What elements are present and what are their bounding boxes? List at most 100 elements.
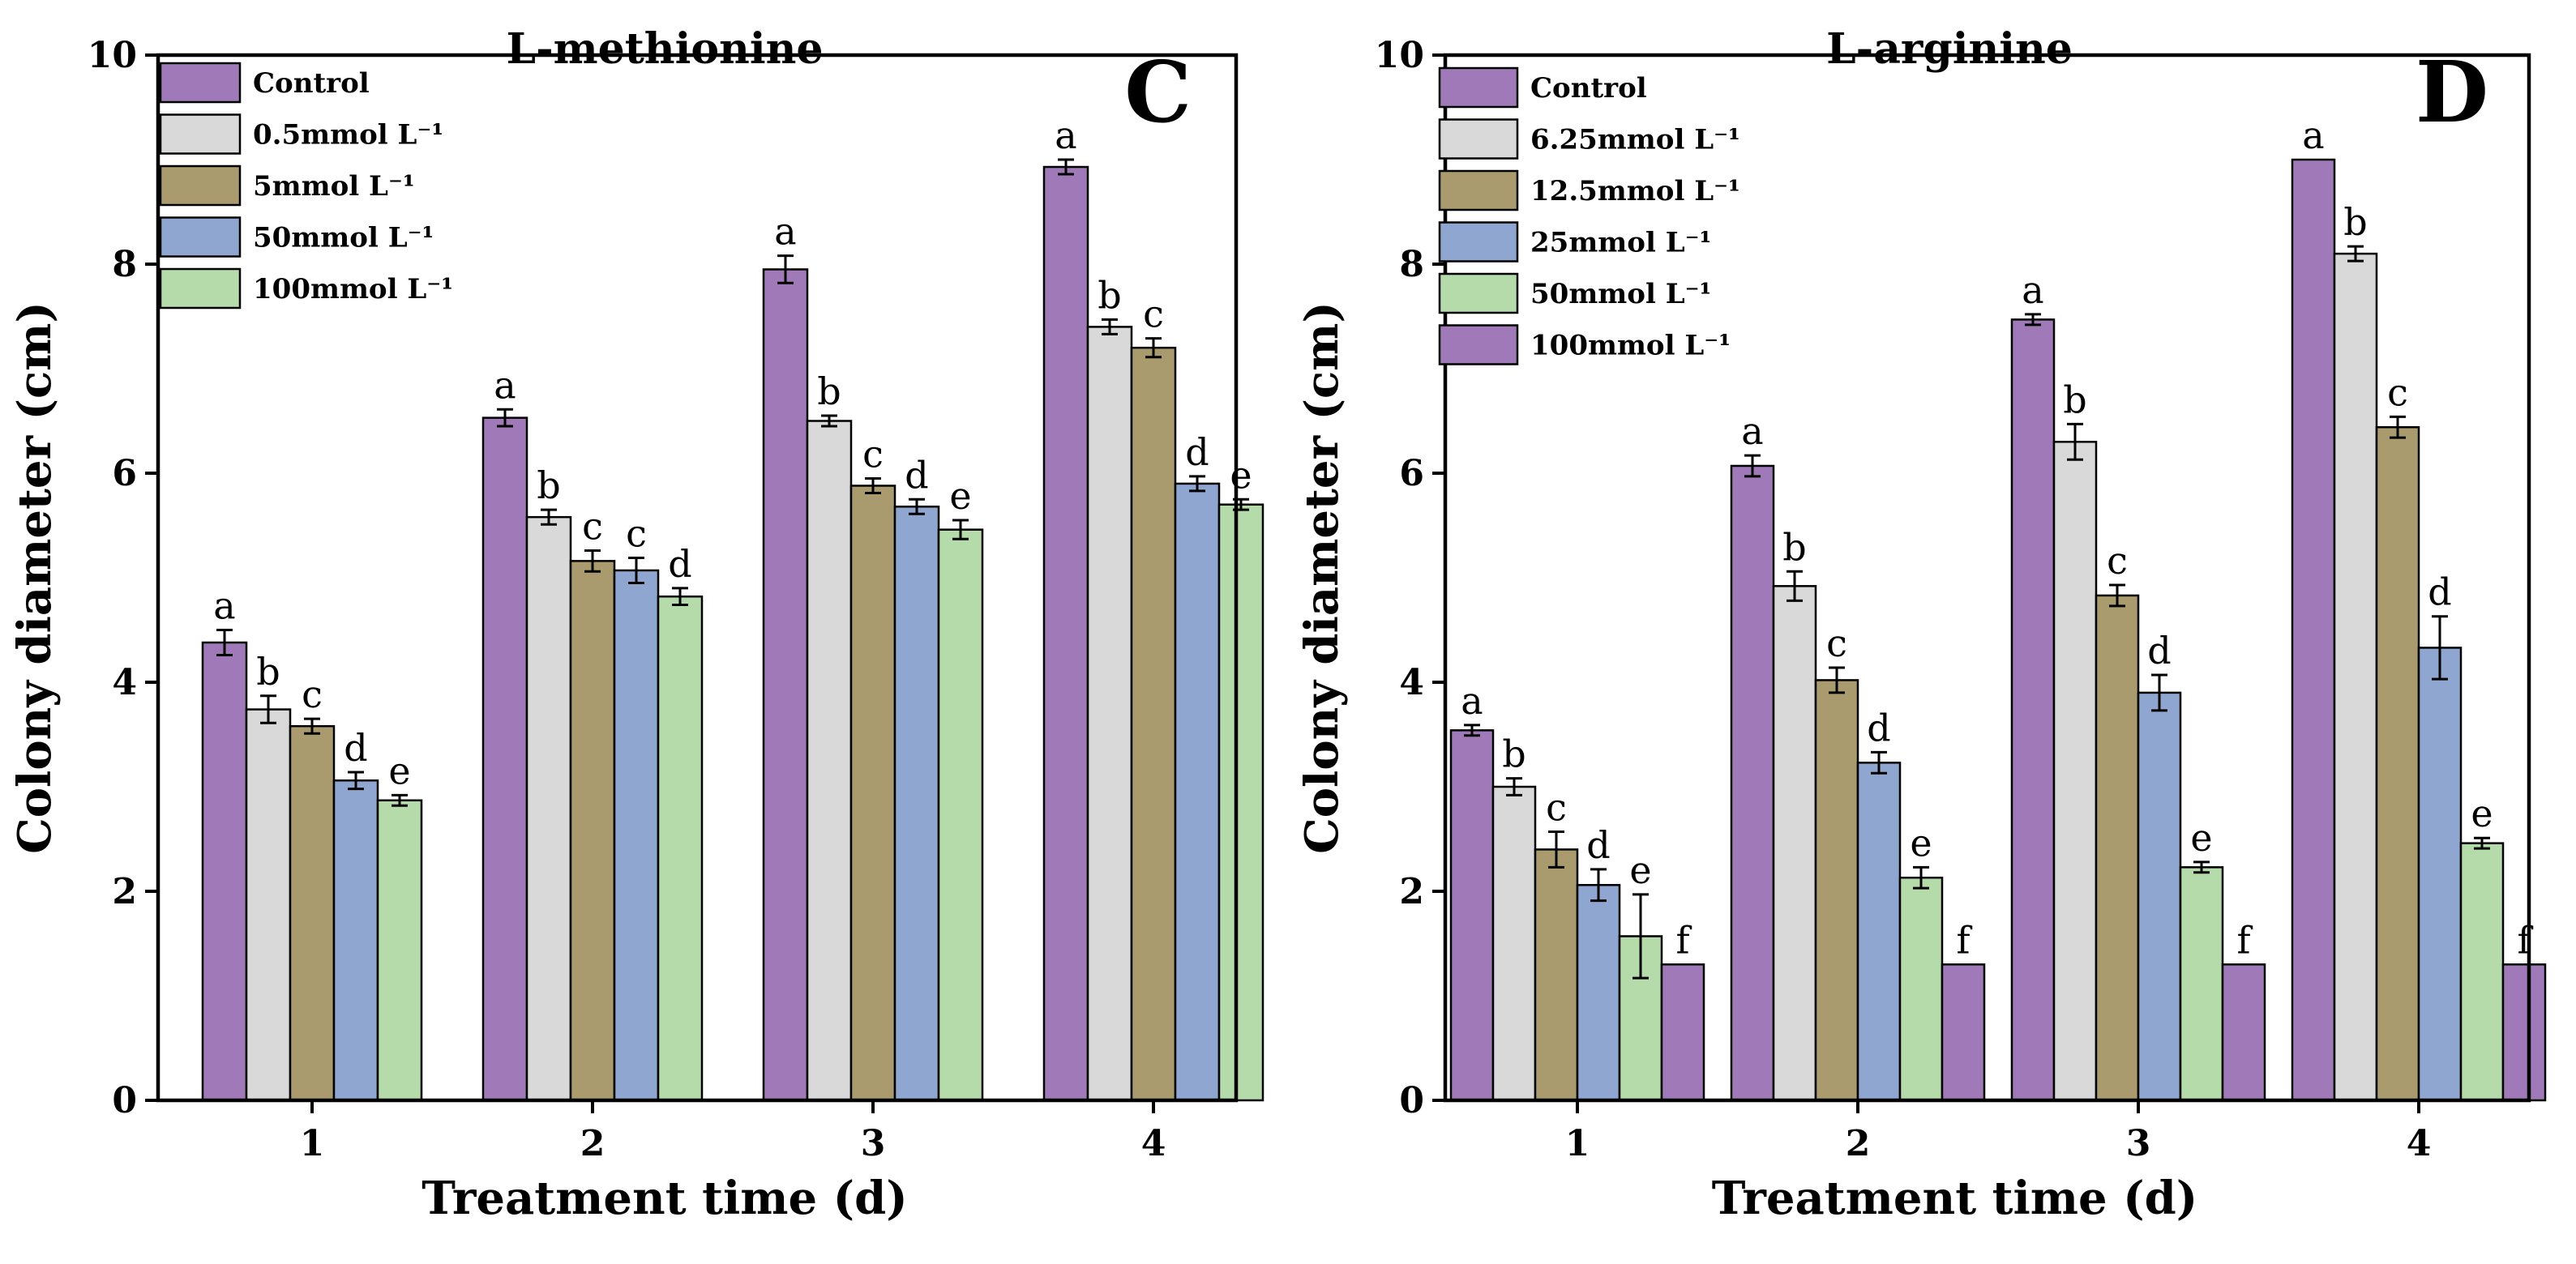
legend-swatch	[159, 267, 242, 310]
bar	[2179, 866, 2224, 1102]
legend-label: 12.5mmol L⁻¹	[1530, 175, 1740, 207]
y-tick-label: 0	[112, 1080, 137, 1121]
bar	[1086, 326, 1133, 1102]
legend-label: 25mmol L⁻¹	[1530, 227, 1711, 259]
bar	[2333, 252, 2378, 1102]
significance-label: d	[1185, 430, 1209, 474]
significance-label: d	[668, 542, 691, 586]
x-tick-label: 2	[580, 1123, 605, 1164]
legend-label: 6.25mmol L⁻¹	[1530, 124, 1740, 156]
legend-swatch	[159, 164, 242, 207]
significance-label: d	[2147, 629, 2171, 673]
chart-title: L-methionine	[507, 24, 824, 74]
bar	[1130, 346, 1177, 1102]
x-axis-title: Treatment time (d)	[421, 1172, 908, 1225]
significance-label: f	[2236, 918, 2253, 962]
bar	[2459, 842, 2505, 1102]
bar	[2052, 441, 2098, 1102]
bar	[2010, 318, 2056, 1102]
bar	[1217, 503, 1264, 1102]
significance-label: a	[1741, 409, 1763, 453]
bar	[1772, 585, 1817, 1102]
y-tick-label: 8	[1399, 244, 1424, 285]
y-tick-label: 10	[1375, 35, 1424, 76]
legend-swatch	[1438, 169, 1519, 211]
bar	[613, 569, 660, 1102]
legend-label: Control	[1530, 72, 1647, 105]
legend-label: 0.5mmol L⁻¹	[253, 119, 443, 152]
bar	[569, 560, 616, 1102]
significance-label: a	[2022, 268, 2043, 312]
significance-label: c	[2387, 370, 2408, 414]
y-axis-title: Colony diameter (cm)	[8, 301, 62, 854]
bar	[893, 506, 940, 1102]
significance-label: b	[2063, 378, 2086, 421]
y-tick-label: 4	[112, 662, 137, 703]
significance-label: c	[582, 504, 603, 548]
significance-label: b	[1098, 273, 1121, 317]
significance-label: a	[494, 363, 516, 407]
bar	[849, 485, 896, 1102]
significance-label: c	[2107, 539, 2128, 583]
bar	[1042, 165, 1089, 1102]
significance-label: b	[1502, 732, 1525, 776]
bar	[1174, 482, 1221, 1102]
bar	[762, 268, 809, 1102]
legend-swatch	[159, 113, 242, 155]
legend: Control 0.5mmol L⁻¹ 5mmol L⁻¹ 50mmol L⁻¹ 100…	[159, 62, 453, 310]
significance-label: f	[1956, 918, 1972, 962]
significance-label: e	[388, 749, 410, 792]
significance-label: b	[1782, 525, 1806, 569]
significance-label: f	[1675, 918, 1692, 962]
significance-label: c	[302, 673, 323, 716]
significance-label: b	[256, 650, 280, 694]
chart-title: L-arginine	[1826, 24, 2073, 74]
plot-frame	[1443, 53, 2531, 1103]
y-tick-label: 2	[1399, 871, 1424, 912]
y-tick-label: 0	[1399, 1080, 1424, 1121]
bar	[525, 515, 572, 1102]
legend-label: Control	[253, 67, 370, 100]
x-tick-label: 4	[1141, 1123, 1166, 1164]
significance-label: a	[774, 210, 796, 254]
significance-label: e	[1910, 821, 1932, 865]
bar	[481, 416, 528, 1102]
legend-swatch	[1438, 66, 1519, 109]
significance-label: d	[905, 453, 928, 497]
bar	[2095, 594, 2140, 1102]
significance-label: a	[1461, 679, 1483, 723]
bar	[2291, 158, 2336, 1102]
legend-label: 5mmol L⁻¹	[253, 170, 415, 203]
significance-label: e	[949, 474, 971, 518]
bar	[937, 528, 984, 1102]
bar	[1534, 848, 1579, 1102]
significance-label: e	[2471, 792, 2493, 835]
x-tick-label: 1	[1565, 1123, 1590, 1164]
bar	[245, 708, 292, 1102]
significance-label: d	[1586, 823, 1610, 867]
x-tick-label: 3	[861, 1123, 886, 1164]
significance-label: c	[626, 511, 647, 555]
bar	[1856, 762, 1902, 1102]
significance-label: c	[862, 432, 884, 476]
panel-letter: C	[1124, 42, 1192, 142]
legend-swatch	[1438, 324, 1519, 365]
y-tick-label: 4	[1399, 662, 1424, 703]
x-axis-title: Treatment time (d)	[1712, 1172, 2198, 1225]
y-tick-label: 2	[112, 871, 137, 912]
significance-label: c	[1826, 621, 1847, 665]
legend-swatch	[159, 216, 242, 258]
bar	[2137, 691, 2182, 1102]
legend-swatch	[1438, 118, 1519, 160]
x-tick-label: 3	[2126, 1123, 2151, 1164]
legend-label: 100mmol L⁻¹	[253, 273, 453, 305]
significance-label: e	[1230, 453, 1252, 497]
significance-label: d	[1867, 706, 1890, 749]
chart-panel-d: abcdef1abcdef2abcdef3abcdef40246810Treat…	[1295, 24, 2547, 1225]
y-axis-title: Colony diameter (cm)	[1295, 301, 1349, 854]
legend-swatch	[1438, 272, 1519, 314]
significance-label: e	[2190, 816, 2212, 860]
significance-label: e	[1629, 848, 1651, 892]
x-tick-label: 4	[2407, 1123, 2432, 1164]
